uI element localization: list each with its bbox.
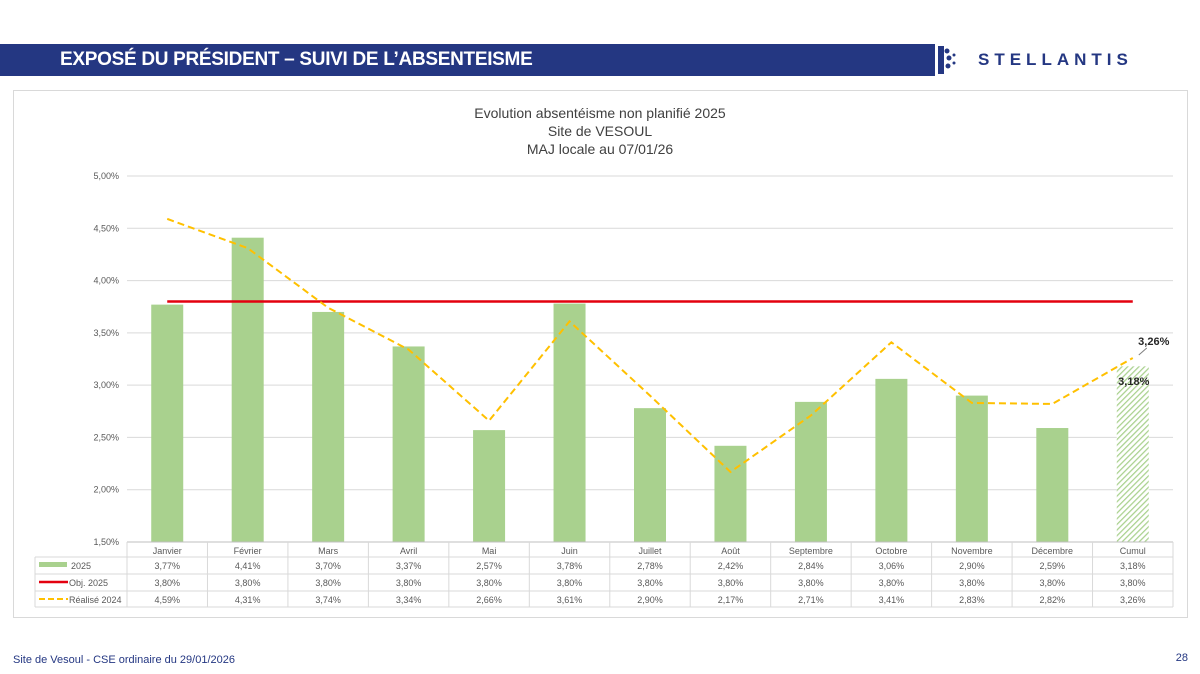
table-cell: 3,80% — [637, 578, 663, 588]
table-cell: 3,34% — [396, 595, 422, 605]
previous-year-line — [166, 217, 1134, 474]
table-cell: 2,78% — [637, 561, 663, 571]
y-tick-label: 2,50% — [93, 432, 119, 442]
table-cell: 4,59% — [154, 595, 180, 605]
title-banner: EXPOSÉ DU PRÉSIDENT – SUIVI DE L’ABSENTE… — [0, 44, 935, 76]
legend-label: Réalisé 2024 — [69, 595, 122, 605]
y-tick-label: 4,00% — [93, 276, 119, 286]
table-cell: 2,82% — [1040, 595, 1066, 605]
chart-title-line: Site de VESOUL — [548, 123, 652, 139]
footer-text: Site de Vesoul - CSE ordinaire du 29/01/… — [13, 654, 235, 666]
bar-Mai — [473, 430, 506, 542]
table-cell: 2,42% — [718, 561, 744, 571]
table-cell: 3,26% — [1120, 595, 1146, 605]
table-cell: 2,90% — [637, 595, 663, 605]
annotation-cumul-2025: 3,18% — [1118, 376, 1149, 388]
bar-Juin — [553, 303, 586, 542]
page-number: 28 — [1175, 652, 1188, 664]
x-tick-label: Août — [721, 546, 740, 556]
table-cell: 3,80% — [476, 578, 502, 588]
table-cell: 2,17% — [718, 595, 744, 605]
x-tick-label: Cumul — [1120, 546, 1146, 556]
table-cell: 2,84% — [798, 561, 824, 571]
table-cell: 3,70% — [315, 561, 341, 571]
annotation-leader — [1138, 347, 1148, 356]
x-tick-label: Février — [234, 546, 262, 556]
table-cell: 3,18% — [1120, 561, 1146, 571]
chart-title-line: MAJ locale au 07/01/26 — [527, 141, 674, 157]
table-cell: 2,66% — [476, 595, 502, 605]
legend-swatch-2025 — [39, 562, 67, 567]
table-cell: 3,80% — [1120, 578, 1146, 588]
table-cell: 3,80% — [1040, 578, 1066, 588]
table-cell: 3,61% — [557, 595, 583, 605]
bar-Juillet — [634, 408, 666, 542]
table-cell: 3,80% — [396, 578, 422, 588]
bar-Février — [231, 237, 264, 542]
table-cell: 4,41% — [235, 561, 261, 571]
x-tick-label: Septembre — [789, 546, 833, 556]
x-tick-label: Octobre — [875, 546, 907, 556]
legend-label: Obj. 2025 — [69, 578, 108, 588]
x-tick-label: Mars — [318, 546, 338, 556]
page-title: EXPOSÉ DU PRÉSIDENT – SUIVI DE L’ABSENTE… — [60, 49, 533, 70]
table-cell: 3,80% — [315, 578, 341, 588]
bar-Octobre — [875, 378, 908, 542]
chart-title-line: Evolution absentéisme non planifié 2025 — [474, 105, 726, 121]
y-tick-label: 5,00% — [93, 171, 119, 181]
table-cell: 3,80% — [718, 578, 744, 588]
bar-Septembre — [794, 401, 827, 542]
table-cell: 3,80% — [154, 578, 180, 588]
x-tick-label: Novembre — [951, 546, 993, 556]
table-cell: 3,80% — [959, 578, 985, 588]
x-tick-label: Avril — [400, 546, 417, 556]
x-tick-label: Décembre — [1032, 546, 1074, 556]
table-cell: 3,80% — [235, 578, 261, 588]
table-cell: 3,80% — [557, 578, 583, 588]
table-cell: 2,57% — [476, 561, 502, 571]
stellantis-logo: STELLANTIS — [978, 50, 1133, 69]
x-tick-label: Juin — [561, 546, 578, 556]
bar-Décembre — [1036, 428, 1069, 542]
bar-Novembre — [955, 395, 988, 542]
table-cell: 2,83% — [959, 595, 985, 605]
x-tick-label: Janvier — [153, 546, 182, 556]
annotation-cumul-2024: 3,26% — [1138, 336, 1169, 348]
y-tick-label: 4,50% — [93, 223, 119, 233]
table-cell: 3,78% — [557, 561, 583, 571]
bar-Cumul — [1116, 366, 1149, 542]
x-tick-label: Mai — [482, 546, 497, 556]
table-cell: 3,41% — [879, 595, 905, 605]
table-cell: 3,06% — [879, 561, 905, 571]
bar-Avril — [392, 346, 425, 542]
y-tick-label: 1,50% — [93, 537, 119, 547]
table-cell: 3,80% — [798, 578, 824, 588]
y-tick-label: 3,00% — [93, 380, 119, 390]
bar-Mars — [312, 311, 345, 542]
stellantis-mark-icon — [938, 46, 956, 74]
bar-Janvier — [151, 304, 184, 542]
table-cell: 2,90% — [959, 561, 985, 571]
table-cell: 3,37% — [396, 561, 422, 571]
table-cell: 2,59% — [1040, 561, 1066, 571]
x-tick-label: Juillet — [638, 546, 662, 556]
table-cell: 4,31% — [235, 595, 261, 605]
y-tick-label: 3,50% — [93, 328, 119, 338]
table-cell: 3,80% — [879, 578, 905, 588]
table-cell: 3,74% — [315, 595, 341, 605]
legend-label: 2025 — [71, 561, 91, 571]
table-cell: 2,71% — [798, 595, 824, 605]
y-tick-label: 2,00% — [93, 485, 119, 495]
table-cell: 3,77% — [154, 561, 180, 571]
chart-frame — [13, 90, 1188, 618]
